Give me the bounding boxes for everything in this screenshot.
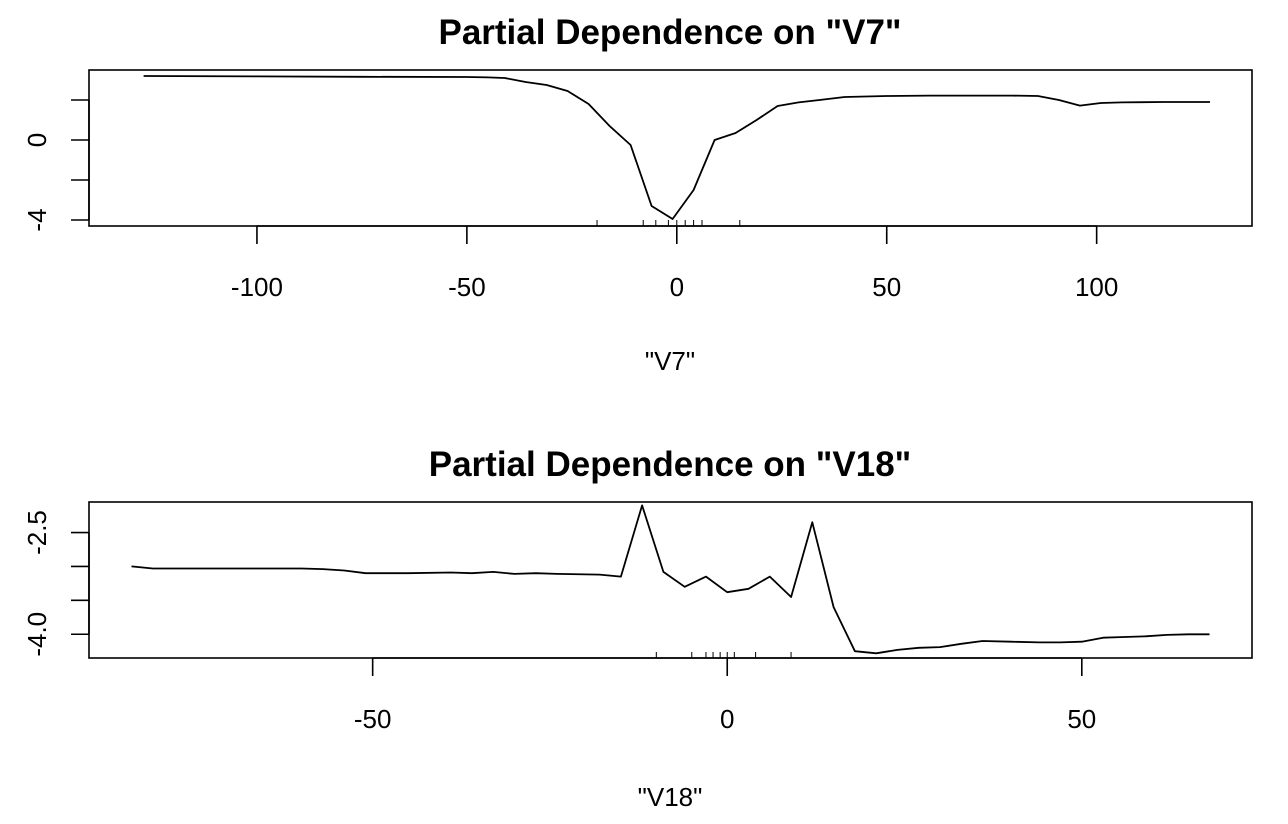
x-tick-label-v18: -50 — [354, 704, 392, 734]
x-tick-label-v7: -100 — [231, 272, 283, 302]
panel-v7: Partial Dependence on "V7" -100 -50 0 50 100… — [22, 13, 1253, 376]
marks-v18: -50 0 50 -4.0 -2.5 — [22, 504, 1210, 734]
y-tick-label-v7: -4 — [22, 208, 52, 231]
chart-title-v7: Partial Dependence on "V7" — [438, 13, 901, 52]
x-axis-label-v18: "V18" — [638, 782, 703, 812]
chart-title-v18: Partial Dependence on "V18" — [429, 445, 912, 484]
series-line-v7 — [143, 75, 1210, 220]
panel-v18: Partial Dependence on "V18" -50 0 50 -4.0 -2… — [22, 445, 1253, 812]
marks-v7: -100 -50 0 50 100 -4 0 — [22, 75, 1210, 302]
x-tick-label-v18: 0 — [720, 704, 734, 734]
y-tick-label-v7: 0 — [22, 133, 52, 147]
x-tick-label-v7: 50 — [872, 272, 901, 302]
x-axis-label-v7: "V7" — [645, 346, 695, 376]
y-tick-label-v18: -2.5 — [22, 510, 52, 555]
x-tick-label-v18: 50 — [1067, 704, 1096, 734]
x-tick-label-v7: 100 — [1075, 272, 1118, 302]
x-tick-label-v7: -50 — [448, 272, 486, 302]
x-tick-label-v7: 0 — [670, 272, 684, 302]
series-line-v18 — [131, 504, 1210, 655]
y-tick-label-v18: -4.0 — [22, 612, 52, 657]
